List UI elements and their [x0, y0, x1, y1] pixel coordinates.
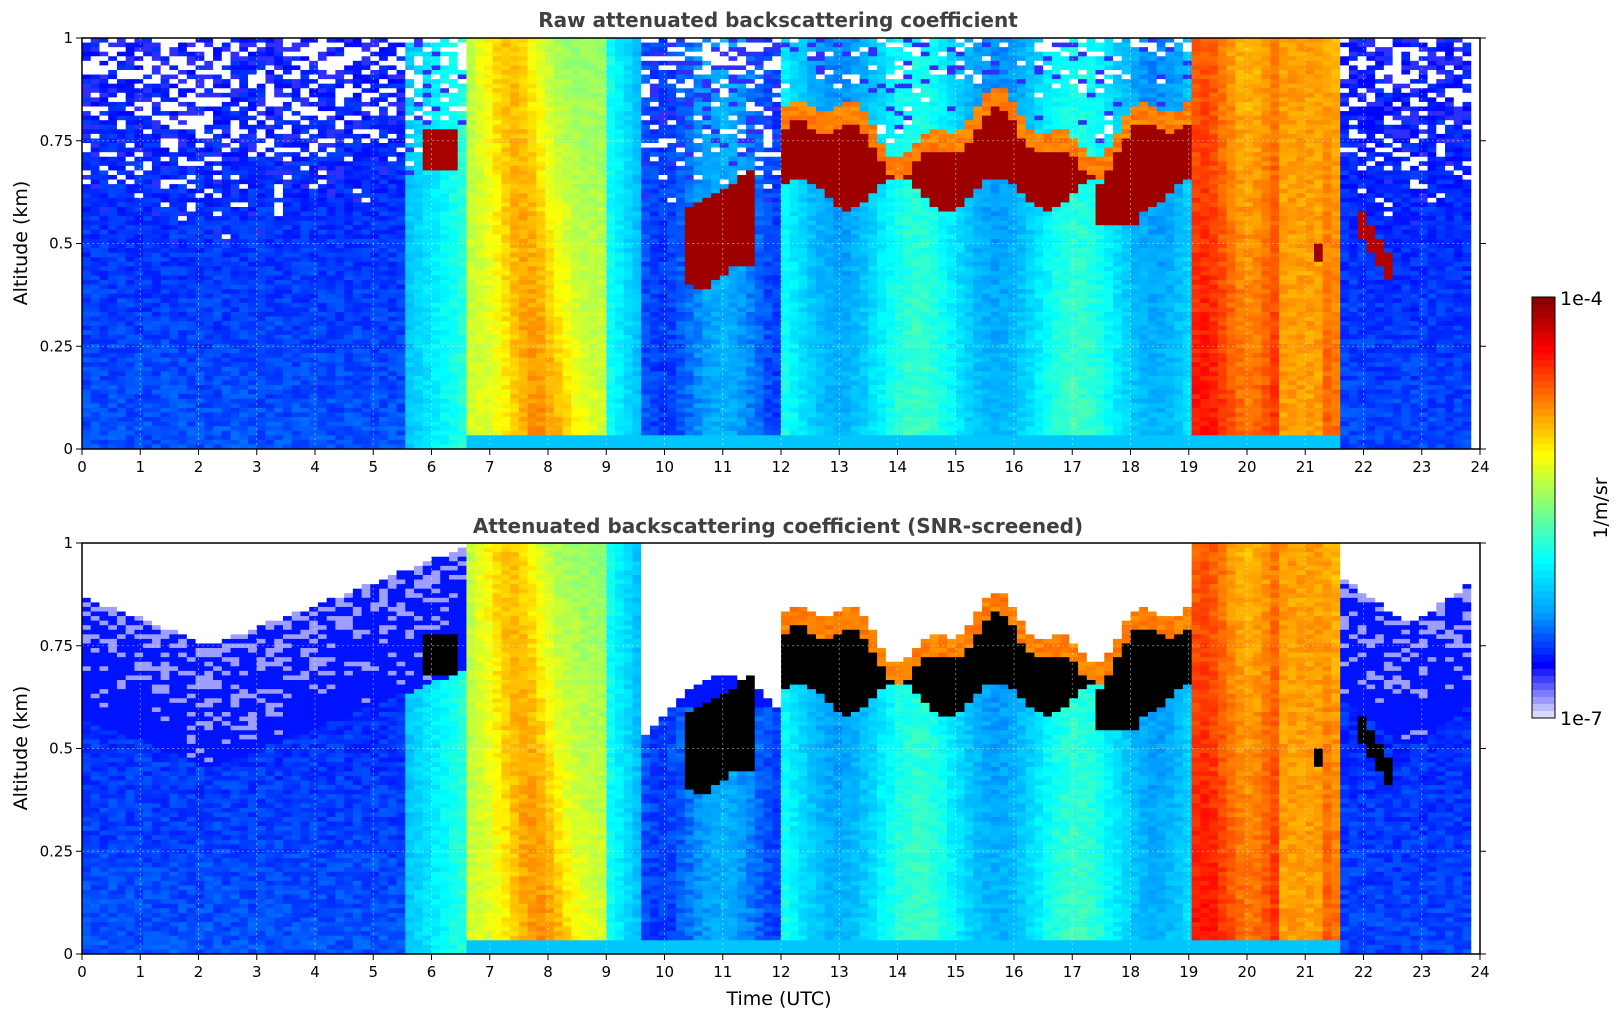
x-tick-label: 21 [1296, 458, 1315, 476]
y-tick-label: 0.75 [40, 132, 73, 150]
x-tick-label: 2 [194, 963, 204, 981]
x-tick-label: 15 [946, 963, 965, 981]
bottom-y-ticks: 0 0.25 0.5 0.75 1 [40, 534, 1486, 963]
top-y-ticks: 0 0.25 0.5 0.75 1 [40, 29, 1486, 458]
x-tick-label: 24 [1470, 963, 1489, 981]
bottom-x-ticks: 0 1 2 3 4 5 6 7 8 9 10 11 12 13 14 15 16 17 18 19 20 21 22 23 24 [77, 954, 1490, 981]
x-tick-label: 6 [427, 963, 437, 981]
x-tick-label: 4 [310, 963, 320, 981]
y-tick-label: 0.75 [40, 637, 73, 655]
x-tick-label: 21 [1296, 963, 1315, 981]
x-tick-label: 8 [543, 963, 553, 981]
x-tick-label: 24 [1470, 458, 1489, 476]
x-tick-label: 8 [543, 458, 553, 476]
x-tick-label: 22 [1354, 963, 1373, 981]
x-tick-label: 5 [368, 458, 378, 476]
x-tick-label: 22 [1354, 458, 1373, 476]
x-tick-label: 3 [252, 458, 262, 476]
colorbar-unit-label: 1/m/sr [1590, 477, 1612, 538]
bottom-y-axis-label: Altitude (km) [10, 686, 32, 811]
x-tick-label: 1 [135, 458, 145, 476]
x-tick-label: 17 [1063, 458, 1082, 476]
x-tick-label: 0 [77, 458, 87, 476]
x-tick-label: 0 [77, 963, 87, 981]
x-tick-label: 13 [830, 963, 849, 981]
x-tick-label: 16 [1004, 963, 1023, 981]
x-tick-label: 18 [1121, 458, 1140, 476]
x-tick-label: 14 [888, 963, 907, 981]
bottom-panel-title: Attenuated backscattering coefficient (S… [473, 514, 1083, 538]
x-tick-label: 3 [252, 963, 262, 981]
colorbar-max-label: 1e-4 [1560, 288, 1603, 310]
x-tick-label: 7 [485, 458, 495, 476]
colorbar-min-label: 1e-7 [1560, 708, 1603, 730]
bottom-grid [82, 543, 1480, 954]
y-tick-label: 0.25 [40, 337, 73, 355]
x-tick-label: 13 [830, 458, 849, 476]
colorbar-frame [1531, 296, 1556, 719]
x-tick-label: 11 [713, 458, 732, 476]
x-tick-label: 1 [135, 963, 145, 981]
x-tick-label: 20 [1237, 963, 1256, 981]
x-tick-label: 19 [1179, 458, 1198, 476]
x-tick-label: 17 [1063, 963, 1082, 981]
y-tick-label: 0.5 [49, 235, 73, 253]
y-tick-label: 0.5 [49, 740, 73, 758]
top-panel: Raw attenuated backscattering coefficien… [10, 8, 1490, 476]
y-tick-label: 0 [63, 440, 73, 458]
x-tick-label: 9 [601, 963, 611, 981]
x-axis-label: Time (UTC) [725, 988, 831, 1010]
x-tick-label: 12 [771, 963, 790, 981]
x-tick-label: 10 [655, 963, 674, 981]
x-tick-label: 15 [946, 458, 965, 476]
x-tick-label: 16 [1004, 458, 1023, 476]
x-tick-label: 6 [427, 458, 437, 476]
x-tick-label: 4 [310, 458, 320, 476]
x-tick-label: 14 [888, 458, 907, 476]
colorbar: 1e-4 1e-7 1/m/sr [1531, 288, 1612, 730]
colorbar-scale [1532, 297, 1555, 719]
top-grid [82, 38, 1480, 449]
y-tick-label: 1 [63, 534, 73, 552]
y-tick-label: 1 [63, 29, 73, 47]
x-tick-label: 10 [655, 458, 674, 476]
x-tick-label: 23 [1412, 963, 1431, 981]
x-tick-label: 20 [1237, 458, 1256, 476]
x-tick-label: 9 [601, 458, 611, 476]
top-y-axis-label: Altitude (km) [10, 181, 32, 306]
x-tick-label: 18 [1121, 963, 1140, 981]
top-panel-title: Raw attenuated backscattering coefficien… [538, 8, 1018, 32]
y-tick-label: 0.25 [40, 842, 73, 860]
top-heatmap [82, 38, 1480, 449]
x-tick-label: 19 [1179, 963, 1198, 981]
x-tick-label: 23 [1412, 458, 1431, 476]
bottom-panel: Attenuated backscattering coefficient (S… [10, 514, 1490, 1010]
bottom-heatmap [82, 543, 1480, 954]
x-tick-label: 12 [771, 458, 790, 476]
x-tick-label: 11 [713, 963, 732, 981]
x-tick-label: 7 [485, 963, 495, 981]
y-tick-label: 0 [63, 945, 73, 963]
x-tick-label: 5 [368, 963, 378, 981]
x-tick-label: 2 [194, 458, 204, 476]
top-x-ticks: 0 1 2 3 4 5 6 7 8 9 10 11 12 13 14 15 16 17 18 19 20 21 22 23 24 [77, 449, 1490, 476]
